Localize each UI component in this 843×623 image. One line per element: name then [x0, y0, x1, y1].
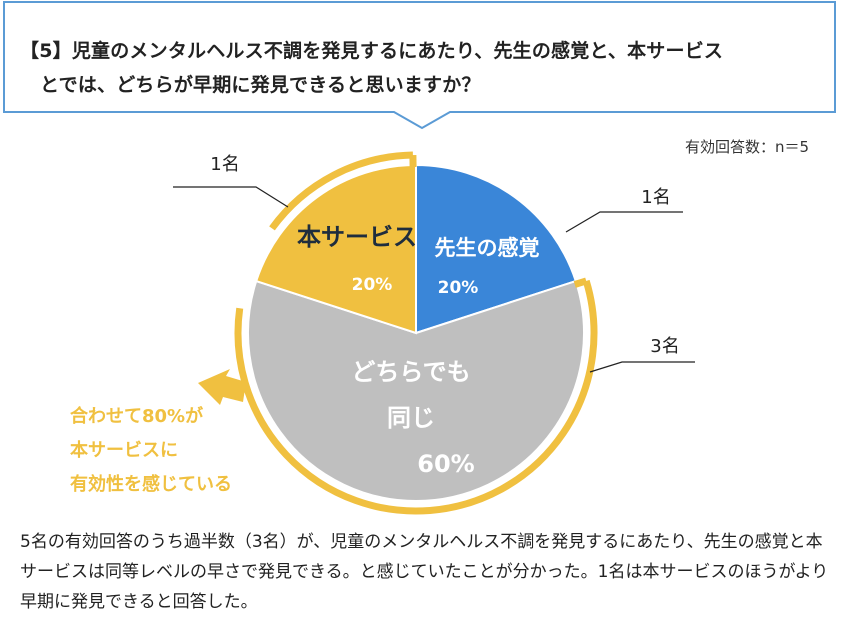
- callout-arrow: [198, 369, 246, 405]
- pie-slice-sensei: [415, 163, 578, 335]
- respondent-count: 有効回答数：n＝5: [684, 138, 809, 156]
- highlight-arc-same: [234, 279, 598, 515]
- summary-text: 5名の有効回答のうち過半数（3名）が、児童のメンタルヘルス不調を発見するにあたり…: [20, 532, 829, 612]
- slice-label-service: 本サービス: [297, 223, 417, 251]
- count-label-sensei: 1名: [641, 187, 670, 208]
- leader-line-sensei: [565, 211, 683, 233]
- slice-label-same-line2: 同じ: [387, 404, 435, 432]
- pie-slice-same: [247, 279, 585, 502]
- callout-line-1: 合わせて80%が: [70, 405, 203, 427]
- question-line-1: 【5】児童のメンタルヘルス不調を発見するにあたり、先生の感覚と、本サービス: [20, 40, 724, 62]
- count-label-same: 3名: [650, 336, 679, 357]
- question-line-2: とでは、どちらが早期に発見できると思いますか？: [40, 74, 481, 96]
- leader-line-service: [173, 186, 289, 208]
- slice-pct-service: 20%: [352, 275, 393, 295]
- slice-label-sensei: 先生の感覚: [435, 236, 540, 260]
- callout-line-3: 有効性を感じている: [70, 473, 232, 495]
- highlight-arc-service: [269, 151, 413, 231]
- highlight-cap-start: [573, 277, 588, 288]
- slice-pct-sensei: 20%: [438, 278, 479, 298]
- count-label-service: 1名: [210, 154, 239, 175]
- callout-line-2: 本サービスに: [70, 439, 178, 461]
- question-frame: [3, 1, 836, 130]
- leader-line-same: [589, 361, 695, 373]
- pie-slice-service: [254, 163, 417, 335]
- slice-pct-same: 60%: [417, 450, 474, 478]
- slice-label-same-line1: どちらでも: [351, 358, 470, 386]
